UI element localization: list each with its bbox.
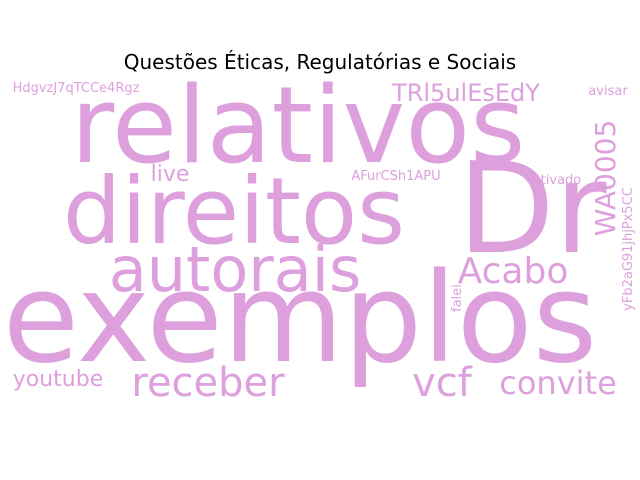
- word-trl5ulesedy: TRl5ulEsEdY: [391, 79, 540, 107]
- word-ativado: ativado: [533, 173, 582, 188]
- word-hdgvzj7qtcce4rgz: HdgvzJ7qTCCe4Rgz: [13, 81, 140, 96]
- word-autorais: autorais: [109, 233, 362, 306]
- word-yfb2ag91jhjpx5cc: yFb2aG91jhjPx5CC: [621, 187, 636, 311]
- word-convite: convite: [499, 364, 617, 402]
- word-falei: falei: [450, 284, 465, 312]
- word-exemplos: exemplos: [3, 247, 597, 391]
- word-wa0005: WA0005: [589, 120, 622, 237]
- word-live: live: [151, 162, 190, 187]
- word-relativos: relativos: [71, 64, 526, 187]
- word-acabo: Acabo: [458, 251, 569, 292]
- word-vcf: vcf: [412, 360, 473, 406]
- word-afurcsh1apu: AFurCSh1APU: [351, 169, 440, 184]
- word-avisar: avisar: [588, 84, 628, 99]
- word-receber: receber: [131, 360, 285, 406]
- word-youtube: youtube: [13, 367, 104, 392]
- figure-title: Questões Éticas, Regulatórias e Sociais: [123, 50, 517, 74]
- word-direitos: direitos: [63, 158, 405, 265]
- word-dr: Dr: [458, 135, 607, 282]
